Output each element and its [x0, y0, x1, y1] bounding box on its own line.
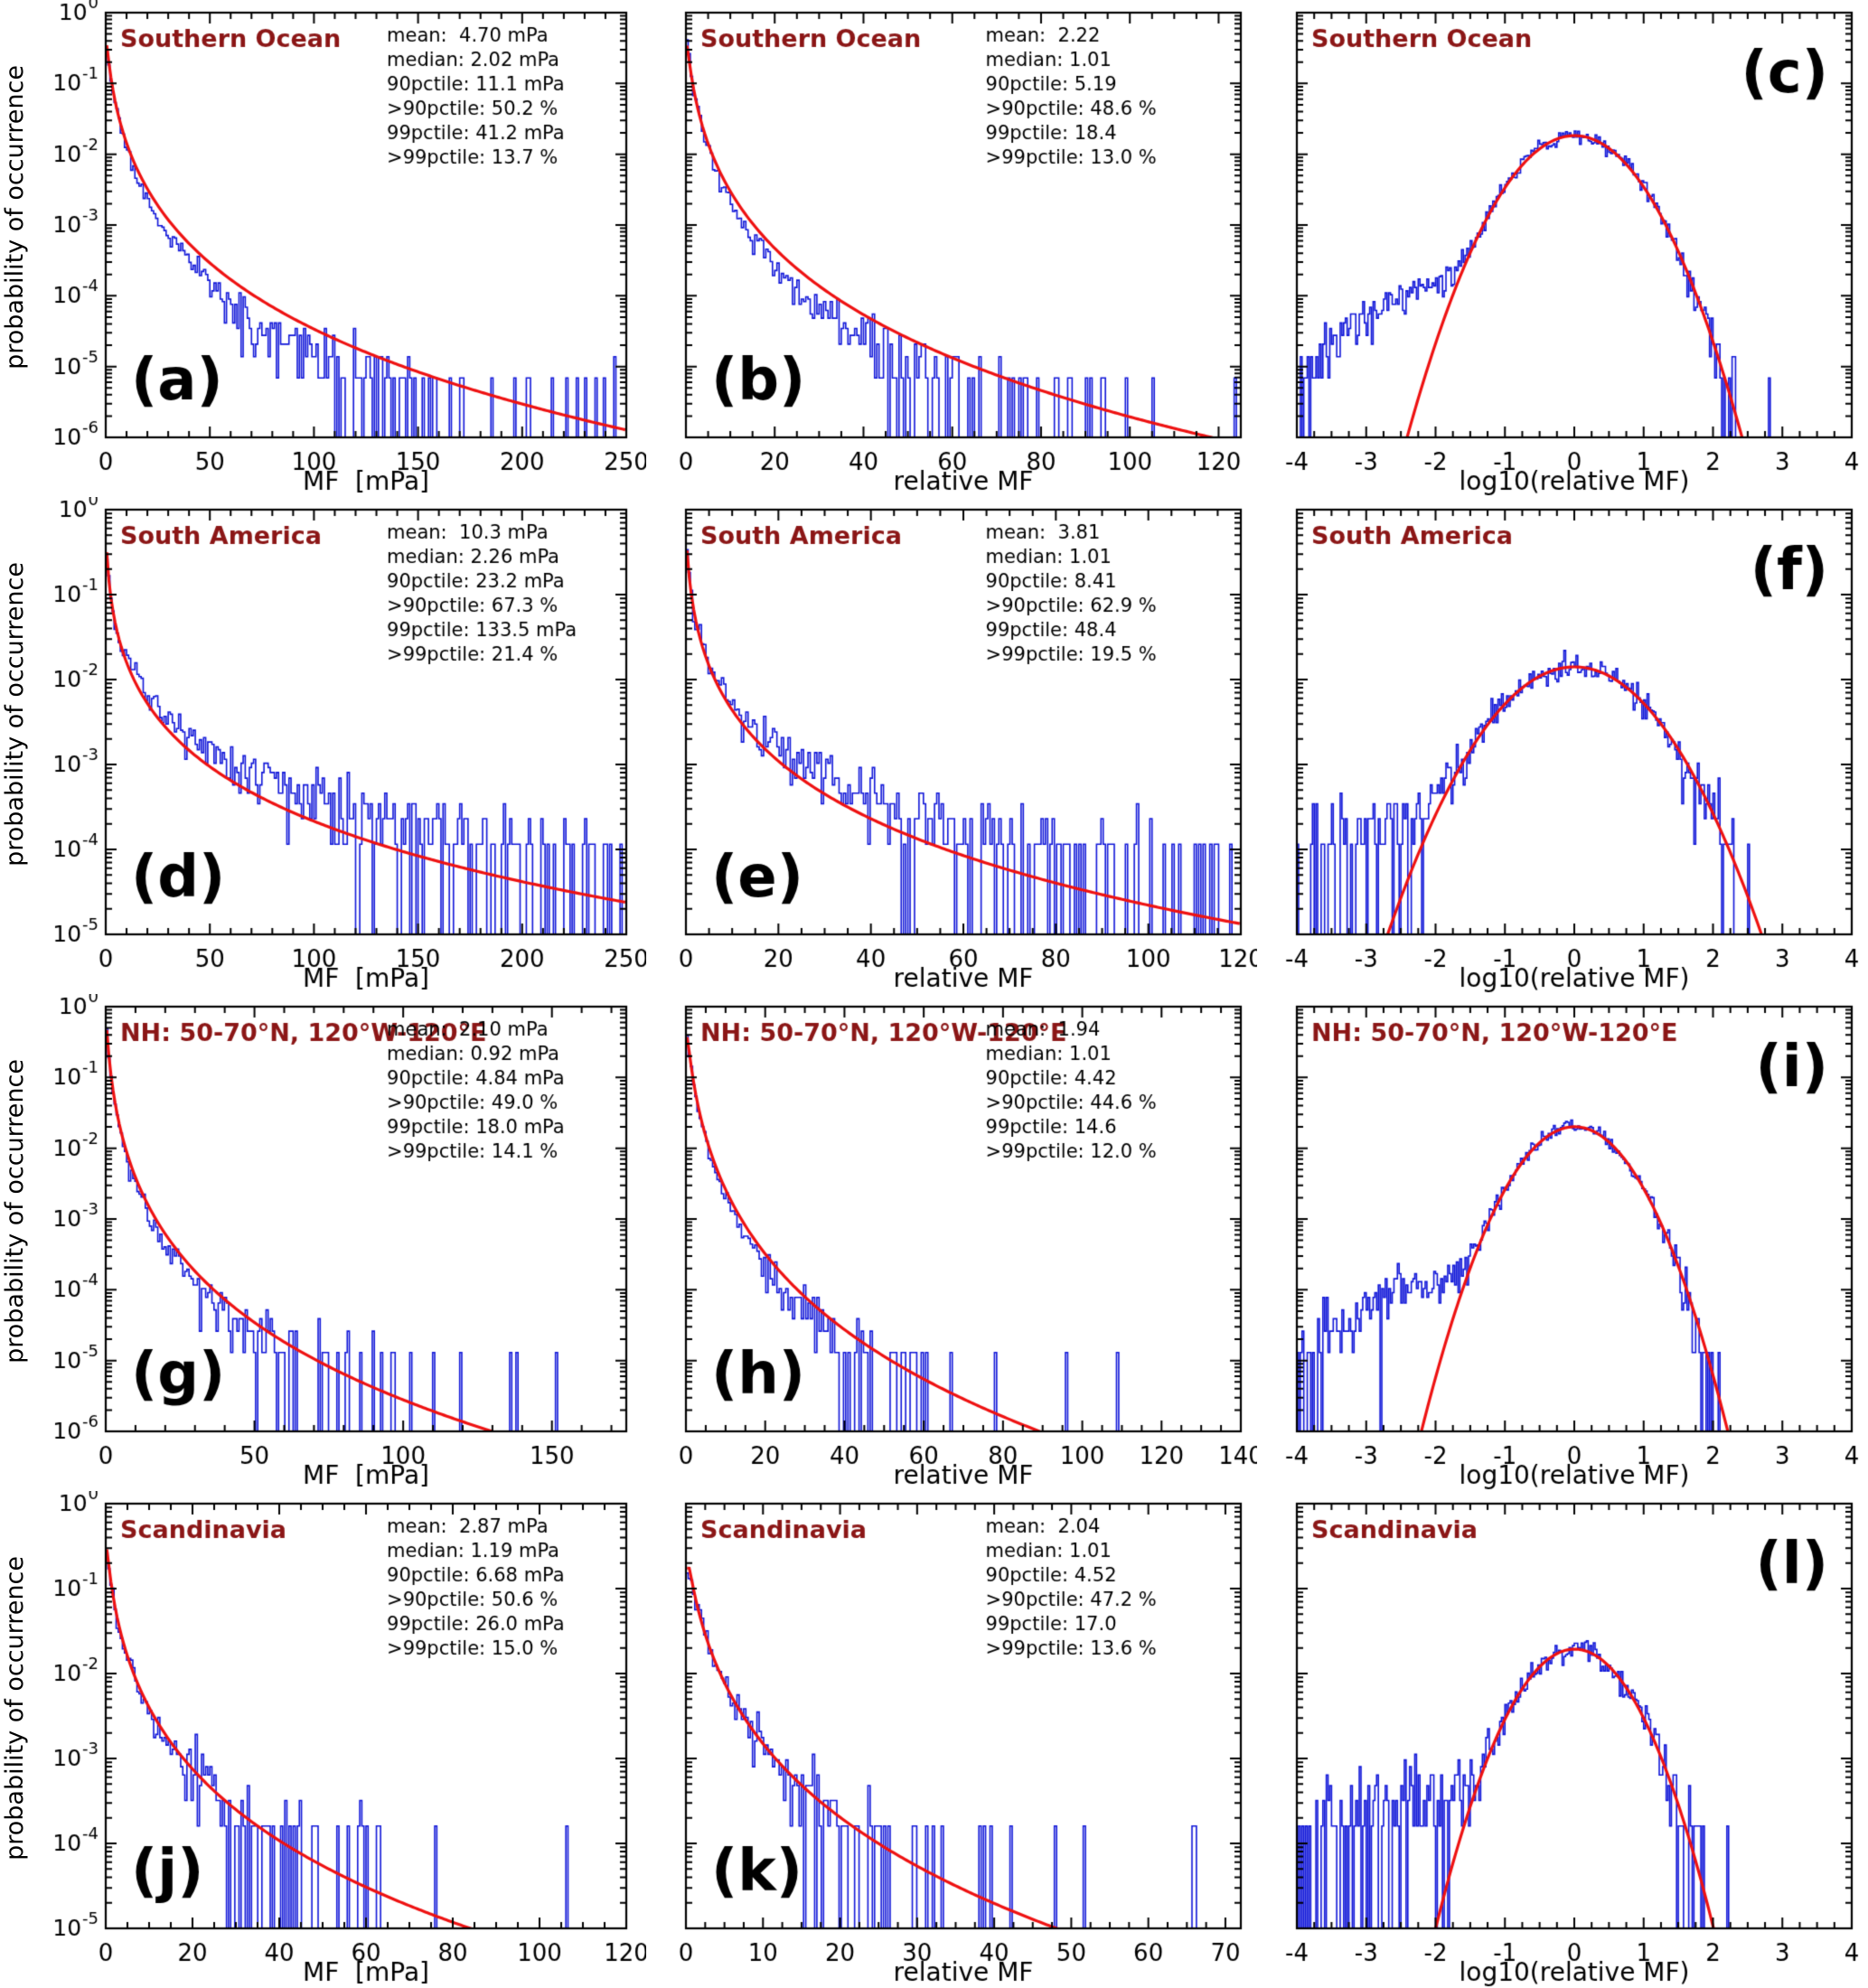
panel-a-chart — [30, 0, 646, 497]
panel-j-chart — [30, 1491, 646, 1988]
y-axis-label: probability of occurrence — [1, 64, 29, 370]
panel-k-chart — [646, 1491, 1257, 1988]
panel-d-chart — [30, 497, 646, 994]
figure-row: probability of occurrence — [0, 0, 1868, 497]
panel-i-chart — [1257, 994, 1868, 1491]
figure-row: probability of occurrence — [0, 1491, 1868, 1988]
y-axis-label: probability of occurrence — [1, 1555, 29, 1861]
panel-b-chart — [646, 0, 1257, 497]
y-axis-label: probability of occurrence — [1, 1058, 29, 1364]
y-axis-label-strip: probability of occurrence — [0, 1491, 30, 1988]
panel-e-chart — [646, 497, 1257, 994]
y-axis-label: probability of occurrence — [1, 561, 29, 867]
panel-h-chart — [646, 994, 1257, 1491]
panel-c-chart — [1257, 0, 1868, 497]
y-axis-label-strip: probability of occurrence — [0, 497, 30, 994]
figure-row: probability of occurrence — [0, 994, 1868, 1491]
figure-row: probability of occurrence — [0, 497, 1868, 994]
panel-f-chart — [1257, 497, 1868, 994]
panel-l-chart — [1257, 1491, 1868, 1988]
y-axis-label-strip: probability of occurrence — [0, 994, 30, 1491]
panel-g-chart — [30, 994, 646, 1491]
y-axis-label-strip: probability of occurrence — [0, 0, 30, 497]
